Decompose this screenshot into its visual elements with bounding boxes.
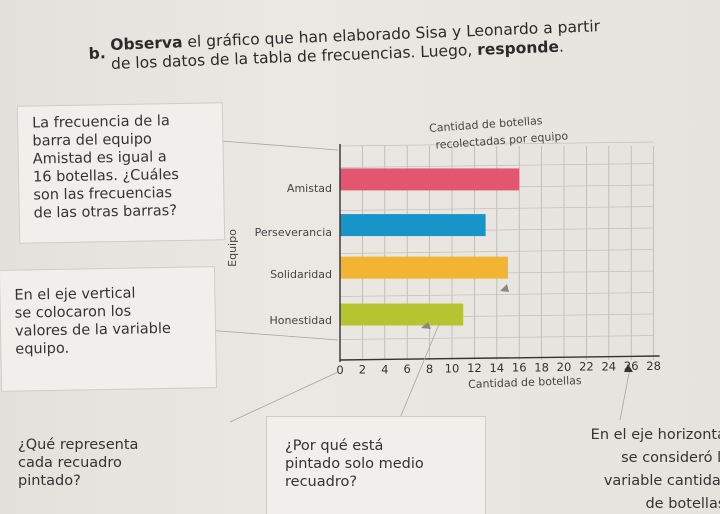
category-label-amistad: Amistad bbox=[287, 182, 332, 195]
callout-line bbox=[205, 329, 339, 341]
note-line: variable cantidad bbox=[603, 473, 720, 489]
grid-line-horizontal bbox=[339, 141, 654, 147]
callout-lines bbox=[205, 139, 633, 423]
callout-line bbox=[229, 371, 339, 423]
bar-amistad bbox=[340, 168, 520, 191]
bar-solidaridad bbox=[340, 256, 508, 279]
bar-honestidad bbox=[340, 303, 464, 326]
x-tick-label: 24 bbox=[601, 359, 616, 373]
x-tick-label: 6 bbox=[404, 362, 411, 376]
x-tick-label: 18 bbox=[534, 360, 549, 374]
grid-line-horizontal bbox=[339, 335, 654, 340]
x-tick-label: 4 bbox=[381, 362, 388, 376]
grid-line-horizontal bbox=[339, 163, 654, 168]
category-label-perseverancia: Perseverancia bbox=[255, 226, 332, 239]
note-line: de botellas. bbox=[645, 496, 720, 512]
grid-line-horizontal bbox=[339, 292, 654, 297]
note-line: equipo. bbox=[15, 340, 70, 358]
note-line: de las otras barras? bbox=[33, 203, 178, 222]
x-tick-label: 8 bbox=[426, 362, 433, 376]
note-line: recuadro? bbox=[285, 474, 358, 490]
grid-line-horizontal bbox=[339, 249, 654, 254]
grid-line-horizontal bbox=[339, 206, 654, 211]
x-tick-label: 20 bbox=[557, 360, 572, 374]
x-tick-label: 2 bbox=[359, 363, 366, 377]
note-horizontal-axis: En el eje horizontal se consideró la varia… bbox=[530, 420, 720, 514]
note-line: cada recuadro bbox=[18, 455, 122, 471]
x-tick-label: 16 bbox=[512, 361, 527, 375]
note-half-square: ¿Por qué está pintado solo medio recuadro? bbox=[266, 416, 486, 514]
callout-line bbox=[207, 139, 339, 151]
note-square-meaning: ¿Qué representa cada recuadro pintado? bbox=[4, 422, 258, 514]
note-line: ¿Qué representa bbox=[18, 437, 139, 453]
arrow-head-icon bbox=[500, 284, 509, 292]
chart-axes bbox=[339, 144, 660, 362]
chart-bars bbox=[340, 168, 520, 326]
note-line: se consideró la bbox=[621, 450, 720, 466]
x-tick-label: 22 bbox=[579, 360, 594, 374]
callout-line bbox=[619, 367, 631, 421]
x-tick-label: 0 bbox=[336, 363, 343, 377]
note-line: ¿Por qué está bbox=[285, 438, 384, 454]
note-line: pintado solo medio bbox=[285, 456, 424, 472]
category-label-honestidad: Honestidad bbox=[269, 314, 332, 327]
y-axis-title: Equipo bbox=[226, 229, 239, 267]
note-line: En el eje horizontal bbox=[590, 427, 720, 443]
x-tick-label: 28 bbox=[646, 359, 661, 373]
x-tick-label: 14 bbox=[489, 361, 504, 375]
x-tick-label: 10 bbox=[445, 362, 460, 376]
note-frequency: La frecuencia de la barra del equipo Amist… bbox=[16, 102, 226, 244]
x-tick-label: 12 bbox=[467, 361, 482, 375]
arrow-head-icon bbox=[421, 322, 431, 329]
bar-perseverancia bbox=[340, 214, 486, 237]
arrow-head-icon bbox=[624, 364, 633, 372]
category-label-solidaridad: Solidaridad bbox=[270, 268, 332, 281]
x-axis-line bbox=[339, 355, 660, 361]
note-line: pintado? bbox=[18, 473, 81, 489]
x-axis-title: Cantidad de botellas bbox=[468, 374, 582, 391]
note-vertical-axis: En el eje vertical se colocaron los valore… bbox=[0, 266, 218, 392]
callout-line bbox=[399, 321, 441, 419]
